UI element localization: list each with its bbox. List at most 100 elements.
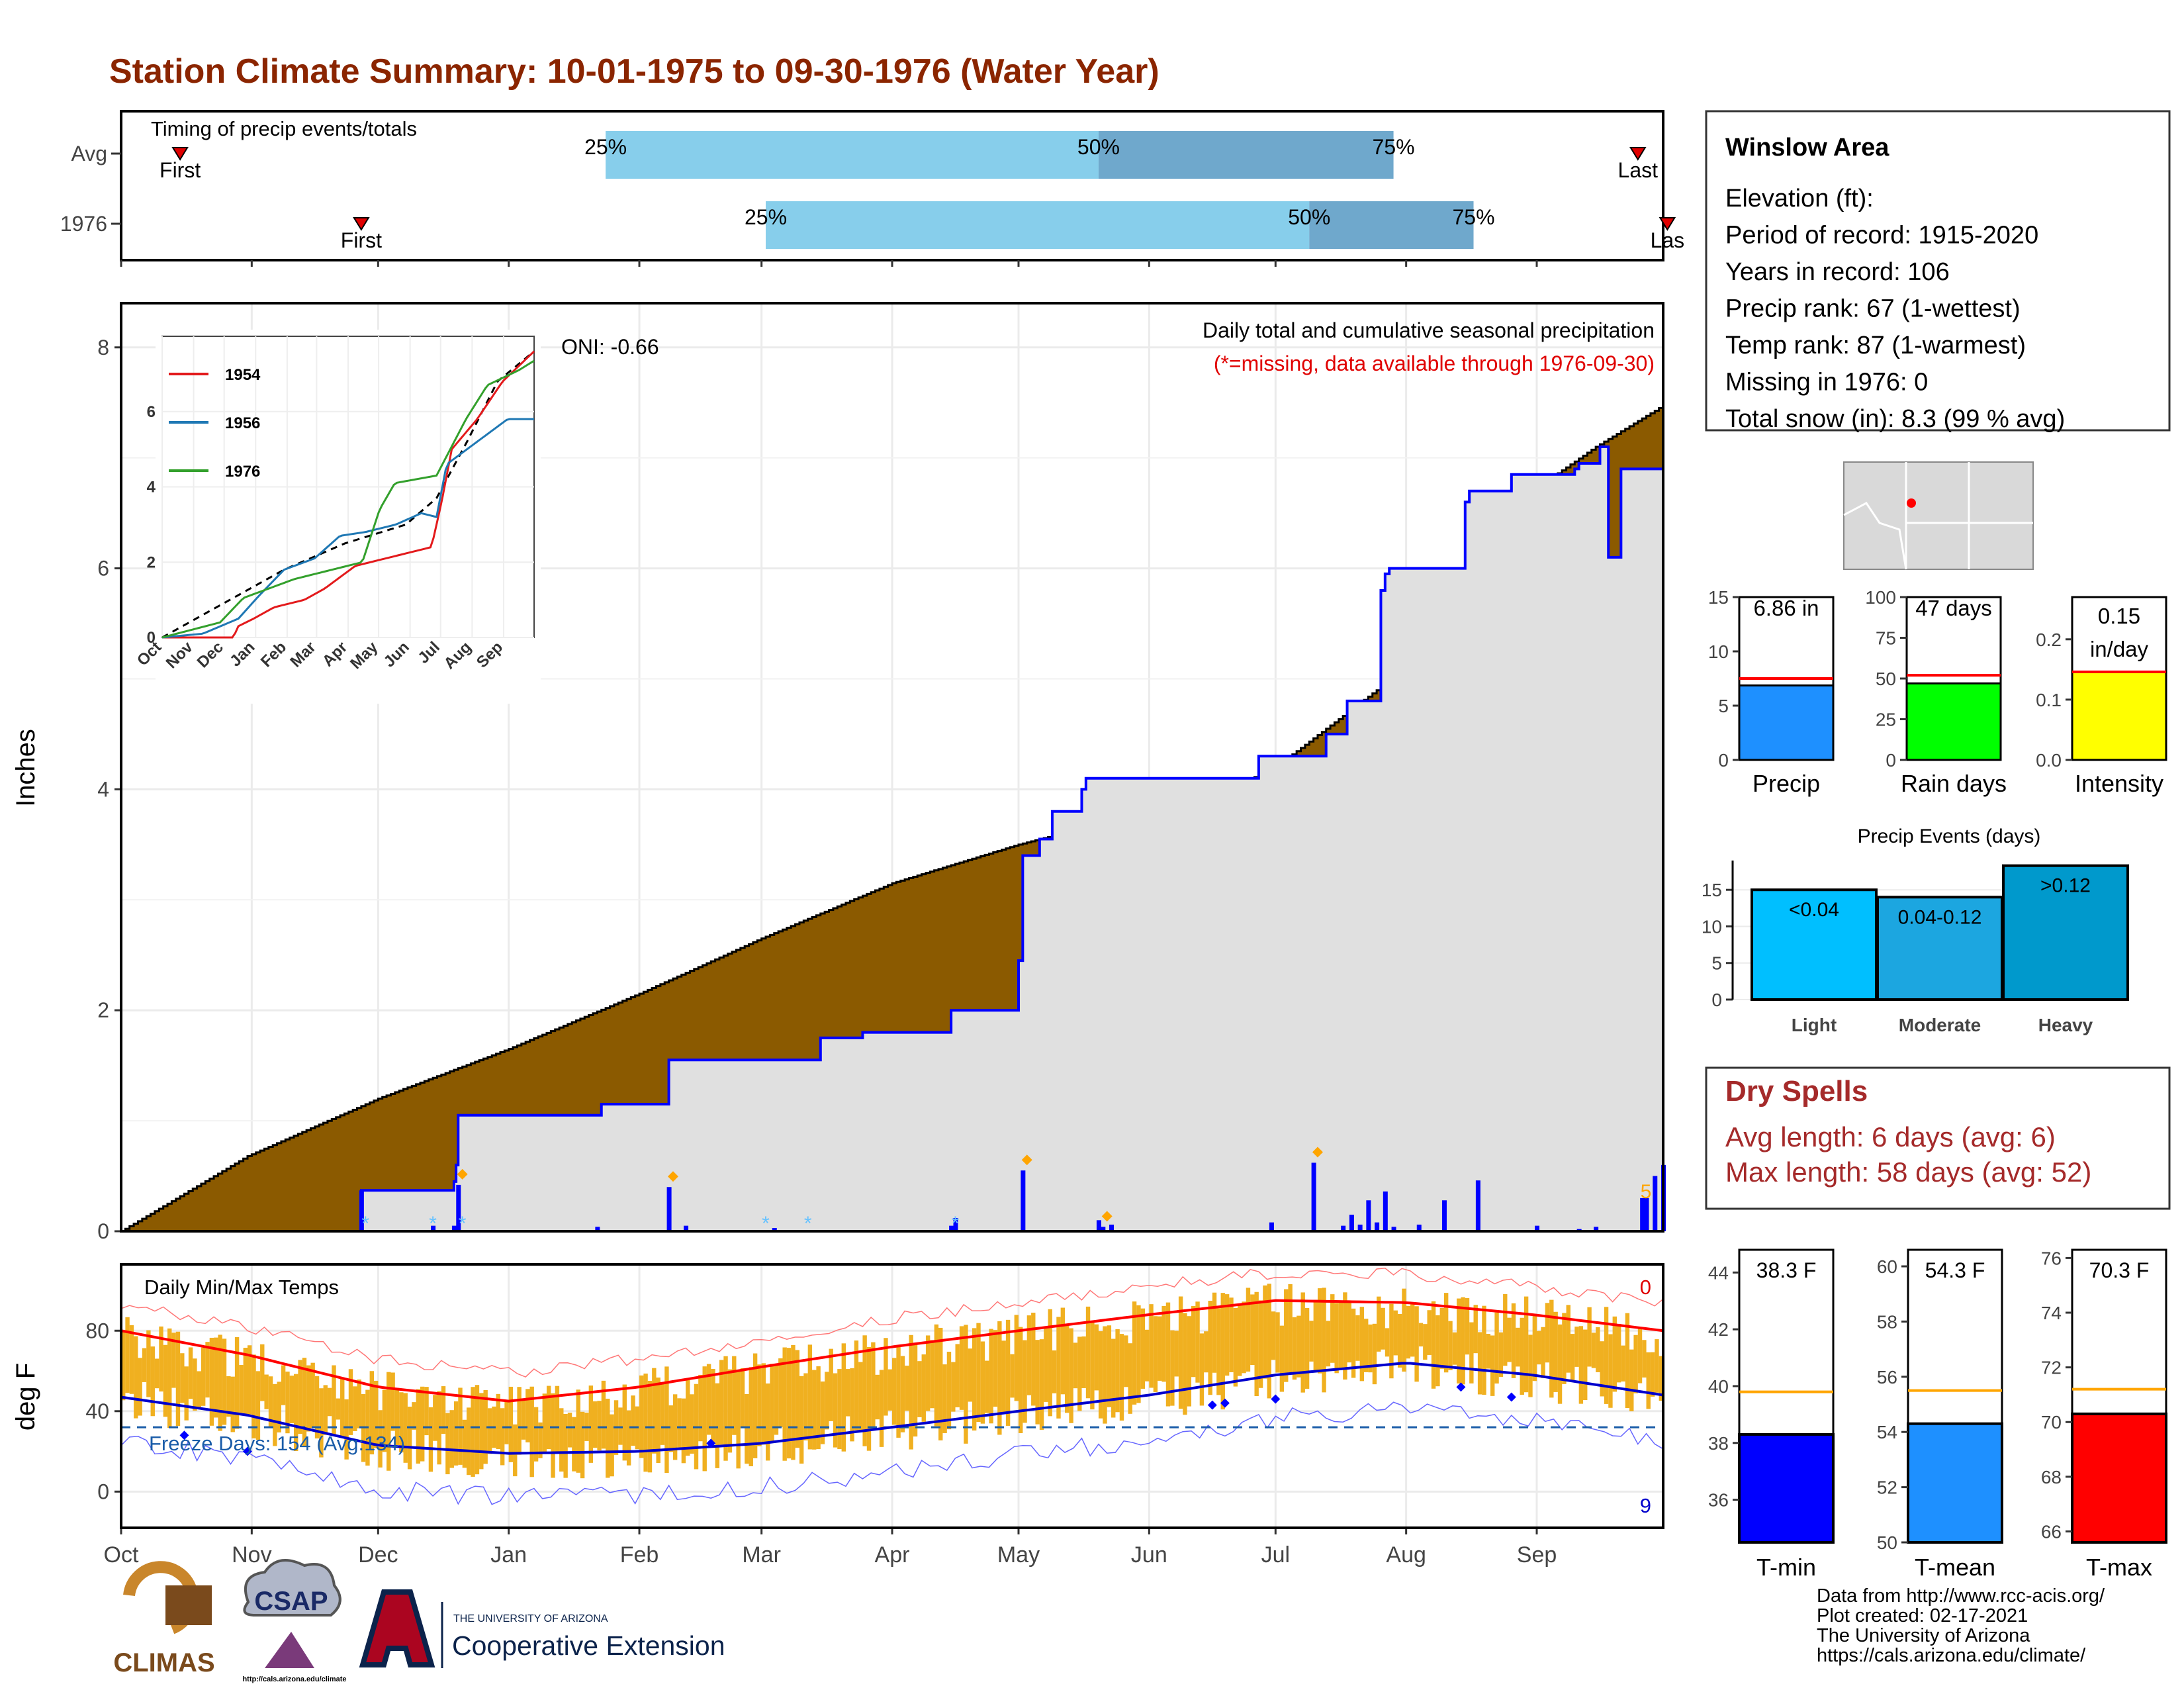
precip-ytick-label: 8 [97,336,109,359]
summary-ytick-label: 50 [1876,669,1896,689]
daily-temp-bar [1233,1307,1238,1387]
temps-panel: Oct Nov Dec Jan Feb Mar Apr May Jun Jul Aug Sep 0 40 8… [11,1263,1664,1568]
daily-temp-bar [1224,1294,1230,1376]
figure-title: Station Climate Summary: 10-01-1975 to 0… [109,52,1160,91]
daily-temp-bar [858,1362,863,1432]
daily-temp-bar [1267,1284,1271,1399]
daily-temp-bar [255,1371,261,1440]
daily-temp-bar [845,1369,850,1417]
daily-temp-bar [475,1385,480,1475]
daily-max-marker [1101,1211,1113,1222]
month-tick-label: Sep [1517,1542,1557,1568]
daily-temp-bar [125,1317,130,1393]
daily-temp-bar [1279,1325,1285,1392]
daily-precip-bar [431,1225,436,1231]
temps-ytick-label: 80 [85,1319,109,1342]
station-info-line: Elevation (ft): [1725,185,1874,212]
daily-temp-bar [285,1371,290,1434]
daily-temp-bar [1637,1328,1643,1383]
daily-precip-bar [1475,1180,1480,1231]
daily-temp-bar [892,1358,897,1425]
daily-temp-bar [513,1424,518,1477]
daily-temp-bar [1591,1333,1596,1368]
month-tick-label: Dec [358,1542,398,1568]
daily-temp-bar [706,1364,711,1435]
daily-temp-bar [1490,1335,1495,1396]
daily-temp-bar [1578,1326,1584,1404]
daily-temp-bar [428,1407,433,1472]
daily-temp-bar [1292,1317,1297,1380]
daily-precip-bar [1357,1224,1363,1231]
daily-temp-bar [555,1385,560,1454]
daily-temp-bar [580,1411,585,1479]
daily-temp-bar [807,1344,813,1450]
daily-temp-bar [1372,1323,1377,1385]
daily-temp-bar [525,1389,530,1442]
event-bar-text: <0.04 [1789,899,1839,921]
ua-logo-a [359,1589,435,1667]
inset-series-line [162,350,535,639]
inset-ytick-label: 6 [147,403,156,421]
daily-temp-bar [1035,1340,1040,1425]
daily-temp-bar [1553,1311,1558,1392]
daily-temp-bar [1322,1288,1326,1393]
timing-first-marker [353,217,370,231]
daily-temp-bar [340,1378,345,1436]
daily-temp-bar [766,1383,770,1461]
daily-precip-bar [1594,1227,1599,1231]
daily-temp-bar [921,1354,926,1422]
daily-temp-bar [1516,1327,1520,1367]
daily-temp-bar [1149,1304,1154,1388]
daily-temp-bar [1144,1329,1150,1382]
daily-temp-bar [1389,1303,1394,1379]
daily-temp-bar [1494,1312,1499,1384]
daily-temp-bar [1410,1303,1415,1357]
daily-temp-bar [917,1361,922,1417]
inset-series-line [161,418,534,639]
timing-p75-label: 75% [1373,135,1415,159]
current-cumulative-fill [121,419,1663,1231]
daily-temp-bar [778,1358,783,1427]
daily-max-marker [667,1171,678,1182]
daily-temp-bar [563,1413,568,1478]
daily-temp-bar [1060,1307,1066,1395]
temp-bar-label: T-min [1756,1554,1816,1581]
daily-temp-bar [1524,1296,1529,1393]
daily-temp-bar [664,1366,669,1474]
daily-temp-bar [993,1330,998,1407]
daily-temp-bar [273,1383,277,1446]
daily-temp-bar [1448,1321,1453,1370]
daily-temp-bar [1587,1307,1592,1367]
daily-temp-bar [1052,1350,1057,1393]
daily-temp-bar [1195,1301,1200,1383]
daily-temp-bar [1596,1327,1600,1372]
daily-temp-bar [1220,1293,1225,1410]
daily-temp-bar [1498,1332,1504,1378]
daily-temp-bar [820,1381,825,1444]
daily-temp-bar [1165,1302,1171,1407]
daily-temp-bar [672,1394,678,1460]
daily-temp-bar [841,1343,846,1452]
daily-precip-bar [1021,1170,1026,1231]
daily-temp-bar [1073,1342,1078,1389]
daily-temp-bar [1178,1296,1183,1409]
daily-temp-bar [1187,1316,1192,1407]
daily-temp-bar [799,1376,804,1464]
daily-temp-bar [690,1394,694,1454]
daily-temp-bar [656,1378,660,1464]
footer-line: https://cals.arizona.edu/climate/ [1817,1645,2086,1666]
daily-temp-bar [247,1345,252,1415]
station-info-box [1705,110,2171,432]
daily-temp-bar [968,1348,972,1402]
daily-temp-bar [357,1379,361,1429]
daily-temp-bar [1482,1305,1486,1395]
daily-temp-bar [681,1398,686,1464]
daily-temp-bar [150,1346,155,1417]
daily-precip-bar [1109,1224,1115,1231]
daily-temp-bar [424,1387,429,1436]
daily-temp-bar [138,1358,142,1416]
temp-ytick-label: 38 [1708,1433,1729,1454]
daily-temp-bar [1005,1319,1011,1426]
temp-ytick-label: 66 [2041,1521,2062,1542]
daily-temp-bar [260,1344,265,1401]
